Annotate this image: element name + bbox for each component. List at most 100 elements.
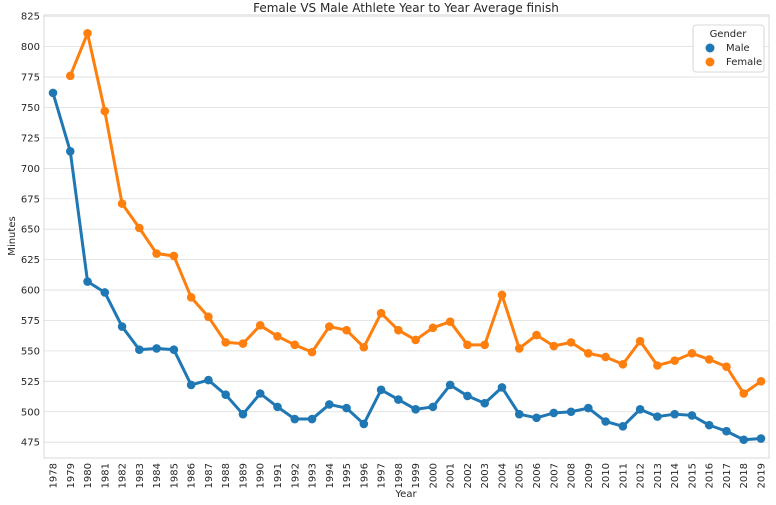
data-point-male — [48, 88, 58, 98]
y-tick-label: 775 — [21, 73, 40, 84]
data-point-male — [273, 402, 282, 412]
x-tick-label: 2009 — [584, 463, 595, 488]
data-point-male — [359, 419, 369, 429]
data-point-male — [83, 277, 92, 286]
data-point-female — [273, 331, 282, 341]
x-tick-label: 2002 — [463, 463, 474, 488]
data-point-male — [653, 412, 662, 421]
x-tick-label: 2006 — [532, 463, 543, 488]
data-point-female — [480, 340, 490, 350]
y-tick-label: 800 — [21, 42, 40, 53]
y-tick-label: 550 — [21, 346, 40, 357]
series-female — [65, 28, 766, 398]
data-point-female — [670, 356, 679, 365]
data-point-female — [100, 106, 110, 116]
legend: Gender Male Female — [692, 24, 765, 73]
x-tick-label: 1979 — [66, 463, 77, 488]
data-point-male — [601, 417, 610, 426]
data-point-female — [135, 223, 144, 233]
x-tick-label: 2005 — [515, 463, 526, 488]
data-point-male — [566, 407, 576, 417]
x-tick-label: 2017 — [722, 463, 733, 488]
x-tick-label: 1993 — [308, 463, 319, 488]
chart-title: Female VS Male Athlete Year to Year Aver… — [253, 1, 559, 15]
y-tick-label: 675 — [21, 194, 40, 205]
data-point-female — [359, 342, 369, 352]
x-tick-label: 2008 — [567, 463, 578, 488]
x-tick-label: 2018 — [739, 463, 750, 488]
x-axis-label: Year — [394, 489, 417, 500]
y-tick-label: 625 — [21, 255, 40, 266]
y-tick-label: 725 — [21, 133, 40, 144]
data-point-male — [135, 345, 144, 354]
y-tick-labels: 475 500 525 550 575 600 625 650 675 700 725 750 775 8… — [21, 12, 40, 449]
legend-marker-male — [705, 43, 715, 53]
data-point-male — [204, 375, 213, 385]
data-point-male — [635, 405, 645, 414]
data-point-female — [324, 322, 334, 331]
data-point-female — [532, 330, 541, 340]
x-tick-label: 1991 — [273, 463, 284, 488]
data-point-male — [618, 422, 628, 431]
data-point-female — [635, 336, 645, 346]
data-point-male — [394, 395, 403, 404]
data-point-male — [376, 385, 386, 395]
data-point-male — [117, 322, 127, 331]
legend-label-female: Female — [726, 57, 762, 68]
data-point-male — [255, 389, 265, 398]
x-tick-label: 1994 — [325, 463, 336, 488]
data-point-female — [497, 290, 507, 300]
data-point-female — [653, 361, 662, 370]
x-tick-label: 2003 — [480, 463, 491, 488]
data-point-male — [756, 434, 766, 443]
y-tick-label: 575 — [21, 316, 40, 327]
data-point-female — [117, 199, 127, 208]
data-point-male — [307, 414, 317, 424]
data-point-female — [584, 349, 593, 358]
data-point-male — [532, 413, 541, 423]
data-point-female — [290, 340, 300, 350]
data-point-female — [169, 251, 179, 261]
y-axis-label: Minutes — [7, 216, 18, 255]
data-point-male — [687, 411, 697, 420]
y-tick-label: 600 — [21, 286, 40, 297]
data-point-female — [238, 339, 248, 348]
data-point-male — [324, 400, 334, 409]
data-point-female — [514, 344, 524, 353]
plot-frame — [43, 14, 770, 459]
x-tick-label: 1989 — [238, 463, 249, 488]
x-tick-label: 1996 — [359, 463, 370, 488]
data-point-male — [238, 409, 248, 419]
x-tick-label: 2001 — [446, 463, 457, 488]
x-tick-label: 2000 — [428, 463, 439, 488]
x-tick-label: 1998 — [394, 463, 405, 488]
data-point-female — [463, 340, 472, 350]
x-tick-label: 2015 — [687, 463, 698, 488]
x-tick-label: 1990 — [256, 463, 267, 488]
data-point-male — [169, 345, 179, 354]
x-tick-label: 1987 — [204, 463, 215, 488]
x-tick-label: 2012 — [636, 463, 647, 488]
y-tick-label: 475 — [21, 438, 40, 449]
legend-label-male: Male — [726, 43, 750, 54]
data-point-female — [342, 325, 351, 335]
data-point-male — [445, 380, 455, 390]
data-point-female — [601, 352, 610, 362]
x-tick-label: 1999 — [411, 463, 422, 488]
x-tick-label: 1983 — [135, 463, 146, 488]
data-point-male — [670, 409, 679, 419]
data-point-female — [65, 71, 75, 81]
data-point-female — [152, 249, 161, 258]
x-tick-label: 2019 — [757, 463, 768, 488]
data-point-female — [756, 377, 766, 386]
data-point-female — [411, 335, 420, 345]
data-point-male — [428, 402, 438, 412]
x-tick-label: 1982 — [118, 463, 129, 488]
y-tick-label: 825 — [21, 12, 40, 23]
data-point-female — [704, 355, 714, 364]
y-tick-label: 650 — [21, 225, 40, 236]
plot-background — [44, 15, 769, 458]
data-point-male — [480, 398, 490, 408]
x-tick-label: 1981 — [100, 463, 111, 488]
